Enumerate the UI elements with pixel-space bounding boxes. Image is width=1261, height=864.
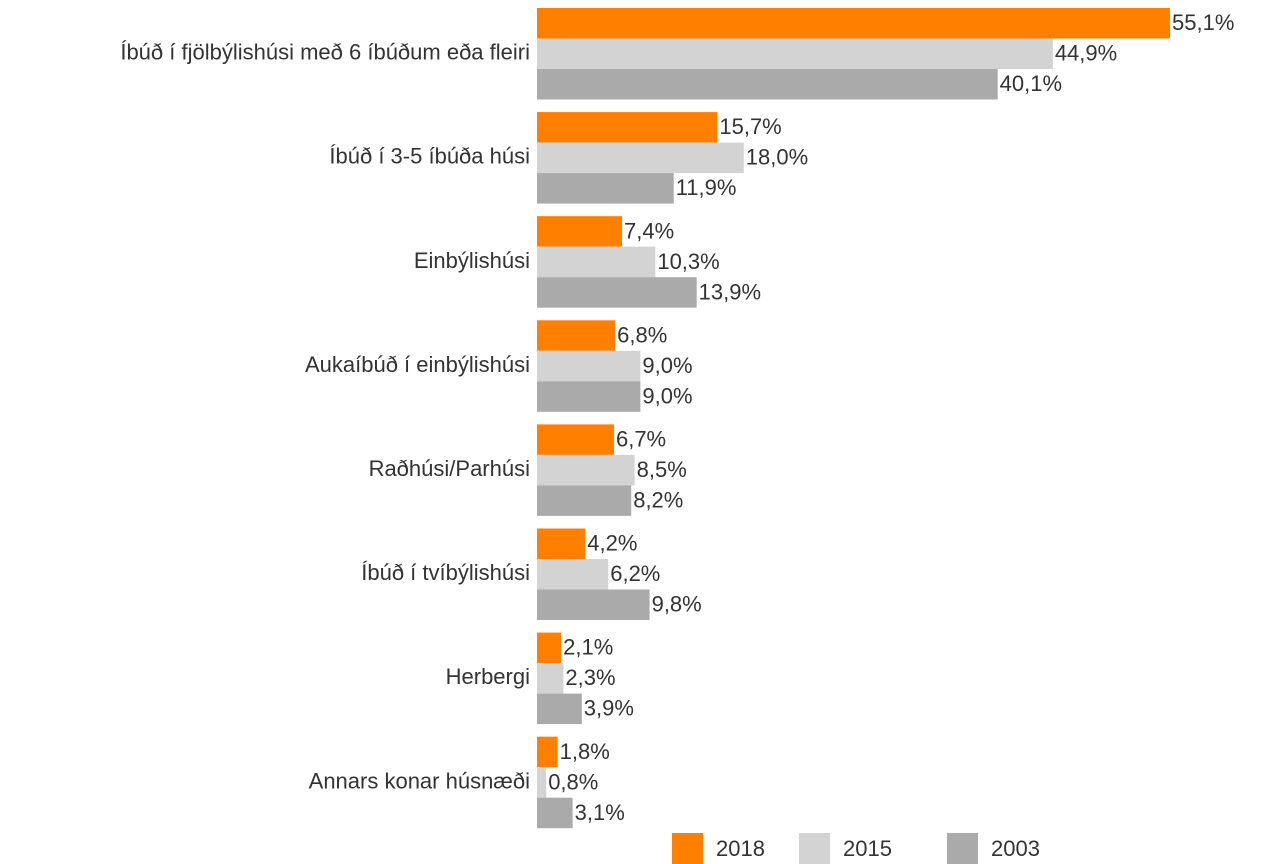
category-label: Aukaíbúð í einbýlishúsi	[305, 352, 530, 377]
value-label: 11,9%	[676, 175, 737, 200]
category-label: Íbúð í fjölbýlishúsi með 6 íbúðum eða fl…	[120, 40, 530, 65]
category-label: Herbergi	[446, 664, 530, 689]
bar	[537, 589, 650, 620]
value-label: 2,1%	[563, 635, 613, 660]
value-label: 6,8%	[617, 322, 667, 347]
category-label: Annars konar húsnæði	[309, 768, 530, 793]
bar	[537, 454, 635, 486]
value-label: 55,1%	[1172, 10, 1234, 35]
value-label: 8,5%	[637, 457, 687, 482]
bar	[537, 112, 718, 143]
category-label: Íbúð í 3-5 íbúða húsi	[329, 144, 530, 169]
value-label: 9,0%	[642, 383, 692, 408]
legend-label: 2003	[991, 836, 1040, 861]
value-label: 7,4%	[624, 218, 674, 243]
bar	[537, 693, 582, 725]
legend-swatch	[799, 833, 830, 864]
value-label: 40,1%	[1000, 71, 1062, 96]
category-label: Raðhúsi/Parhúsi	[369, 456, 530, 481]
bar	[537, 350, 641, 382]
bar	[537, 736, 558, 768]
bar	[537, 142, 744, 174]
bar	[537, 216, 623, 247]
value-label: 0,8%	[548, 769, 598, 794]
value-label: 6,7%	[616, 426, 666, 451]
bar	[537, 173, 674, 204]
value-label: 13,9%	[699, 279, 761, 304]
bar	[537, 320, 616, 351]
value-label: 18,0%	[746, 145, 808, 170]
bar	[537, 797, 573, 829]
bar	[537, 381, 641, 412]
category-label: Íbúð í tvíbýlishúsi	[361, 560, 530, 585]
value-label: 15,7%	[719, 114, 781, 139]
value-label: 2,3%	[565, 665, 615, 690]
bar	[537, 8, 1170, 39]
value-label: 3,1%	[575, 800, 625, 825]
value-label: 8,2%	[633, 487, 683, 512]
bar	[537, 663, 564, 694]
legend-swatch	[947, 833, 978, 864]
category-label: Einbýlishúsi	[414, 248, 530, 273]
bar	[537, 528, 586, 559]
bar	[537, 277, 697, 308]
value-label: 9,0%	[642, 353, 692, 378]
legend-label: 2015	[843, 836, 892, 861]
bar	[537, 69, 998, 100]
bar	[537, 559, 609, 590]
value-label: 3,9%	[584, 696, 634, 721]
bar	[537, 246, 656, 278]
bar	[537, 767, 547, 798]
bar	[537, 632, 562, 664]
bar	[537, 38, 1053, 69]
value-label: 1,8%	[560, 739, 610, 764]
legend-label: 2018	[716, 836, 765, 861]
value-label: 6,2%	[610, 561, 660, 586]
value-label: 4,2%	[587, 531, 637, 556]
legend-swatch	[672, 833, 703, 864]
value-label: 9,8%	[652, 592, 702, 617]
bar	[537, 485, 632, 516]
value-label: 44,9%	[1055, 41, 1117, 66]
value-label: 10,3%	[657, 249, 719, 274]
bar	[537, 424, 614, 455]
